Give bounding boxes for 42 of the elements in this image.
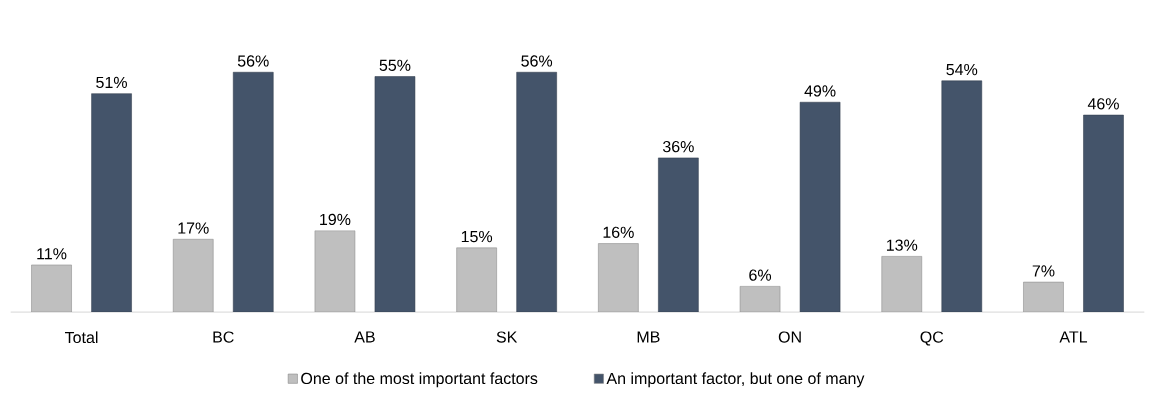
- data-label: 46%: [1087, 97, 1119, 110]
- data-label: 15%: [461, 230, 493, 243]
- data-label: 56%: [237, 55, 269, 67]
- data-label: 17%: [178, 222, 209, 234]
- bar: [881, 255, 923, 312]
- bar: [374, 76, 416, 312]
- data-label: 16%: [603, 226, 634, 238]
- bar: [456, 247, 497, 312]
- data-label: 55%: [379, 59, 411, 71]
- data-label: 19%: [320, 213, 351, 225]
- data-label: 7%: [1032, 265, 1055, 277]
- x-tick-label: ATL: [1059, 331, 1088, 343]
- bar: [232, 71, 274, 312]
- data-label: 49%: [804, 85, 836, 97]
- x-tick-label: QC: [920, 331, 944, 346]
- bar: [1023, 281, 1064, 312]
- data-label: 6%: [749, 269, 772, 281]
- x-tick-label: MB: [637, 331, 660, 343]
- x-tick-label: SK: [496, 331, 518, 343]
- data-label: 54%: [946, 63, 978, 75]
- x-tick-label: BC: [213, 331, 234, 343]
- data-label: 11%: [37, 247, 67, 260]
- bar: [941, 80, 983, 312]
- bar: [658, 157, 699, 312]
- x-tick-label: AB: [354, 331, 375, 343]
- bar: [598, 243, 639, 312]
- bar: [31, 264, 72, 312]
- data-label: 51%: [96, 76, 127, 88]
- data-label: 13%: [886, 239, 918, 251]
- bar: [91, 93, 132, 312]
- legend-label: One of the most important factors: [301, 372, 538, 388]
- x-tick-label: ON: [778, 331, 801, 343]
- x-tick-label: Total: [64, 331, 98, 343]
- data-label: 36%: [662, 140, 694, 153]
- bar: [172, 238, 214, 312]
- bar: [799, 101, 841, 312]
- bar: [739, 285, 781, 312]
- legend-label: An important factor, but one of many: [606, 372, 865, 388]
- bar: [314, 230, 356, 312]
- bar: [516, 71, 557, 312]
- bar: [1083, 114, 1124, 312]
- data-label: 56%: [521, 55, 553, 67]
